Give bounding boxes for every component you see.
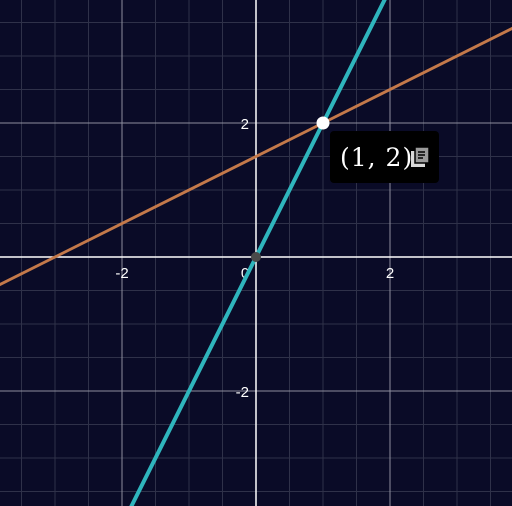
data-point [251, 252, 261, 262]
tooltip-label: (1, 2) [340, 143, 413, 172]
copy-icon[interactable] [410, 146, 430, 168]
y-tick-label: 2 [241, 116, 249, 133]
x-tick-label: -2 [115, 265, 128, 282]
data-point [317, 117, 329, 129]
x-tick-label: 2 [386, 265, 394, 282]
y-tick-label: -2 [236, 384, 249, 401]
point-coordinate-tooltip: (1, 2) [330, 131, 439, 183]
